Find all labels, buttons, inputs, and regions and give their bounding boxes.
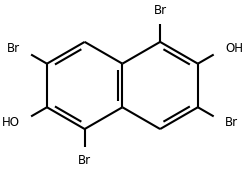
Text: Br: Br xyxy=(153,4,167,17)
Text: Br: Br xyxy=(7,41,20,54)
Text: OH: OH xyxy=(225,41,243,54)
Text: HO: HO xyxy=(2,116,20,129)
Text: Br: Br xyxy=(78,154,91,167)
Text: Br: Br xyxy=(225,116,238,129)
